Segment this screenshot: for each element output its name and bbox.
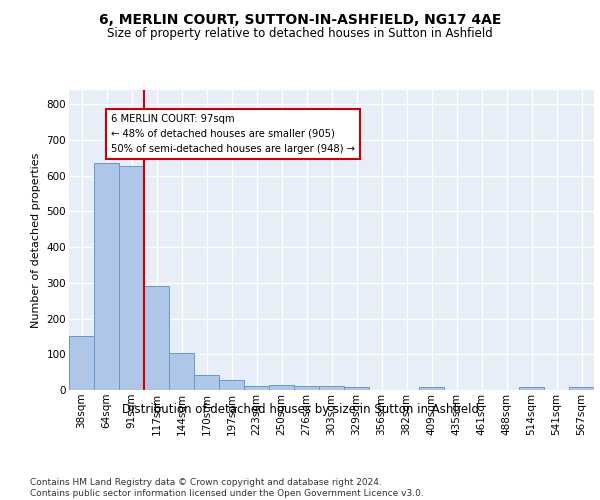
- Y-axis label: Number of detached properties: Number of detached properties: [31, 152, 41, 328]
- Bar: [219, 380, 244, 390]
- Bar: [319, 386, 344, 390]
- Bar: [144, 286, 169, 390]
- Bar: [419, 387, 444, 390]
- Text: 6, MERLIN COURT, SUTTON-IN-ASHFIELD, NG17 4AE: 6, MERLIN COURT, SUTTON-IN-ASHFIELD, NG1…: [99, 12, 501, 26]
- Bar: [569, 387, 594, 390]
- Bar: [169, 353, 194, 390]
- Bar: [269, 386, 294, 390]
- Text: Contains HM Land Registry data © Crown copyright and database right 2024.
Contai: Contains HM Land Registry data © Crown c…: [30, 478, 424, 498]
- Bar: [94, 163, 119, 390]
- Text: Size of property relative to detached houses in Sutton in Ashfield: Size of property relative to detached ho…: [107, 28, 493, 40]
- Bar: [519, 387, 544, 390]
- Bar: [244, 386, 269, 390]
- Text: 6 MERLIN COURT: 97sqm
← 48% of detached houses are smaller (905)
50% of semi-det: 6 MERLIN COURT: 97sqm ← 48% of detached …: [111, 114, 355, 154]
- Text: Distribution of detached houses by size in Sutton in Ashfield: Distribution of detached houses by size …: [121, 402, 479, 415]
- Bar: [69, 336, 94, 390]
- Bar: [194, 375, 219, 390]
- Bar: [119, 166, 144, 390]
- Bar: [344, 387, 369, 390]
- Bar: [294, 386, 319, 390]
